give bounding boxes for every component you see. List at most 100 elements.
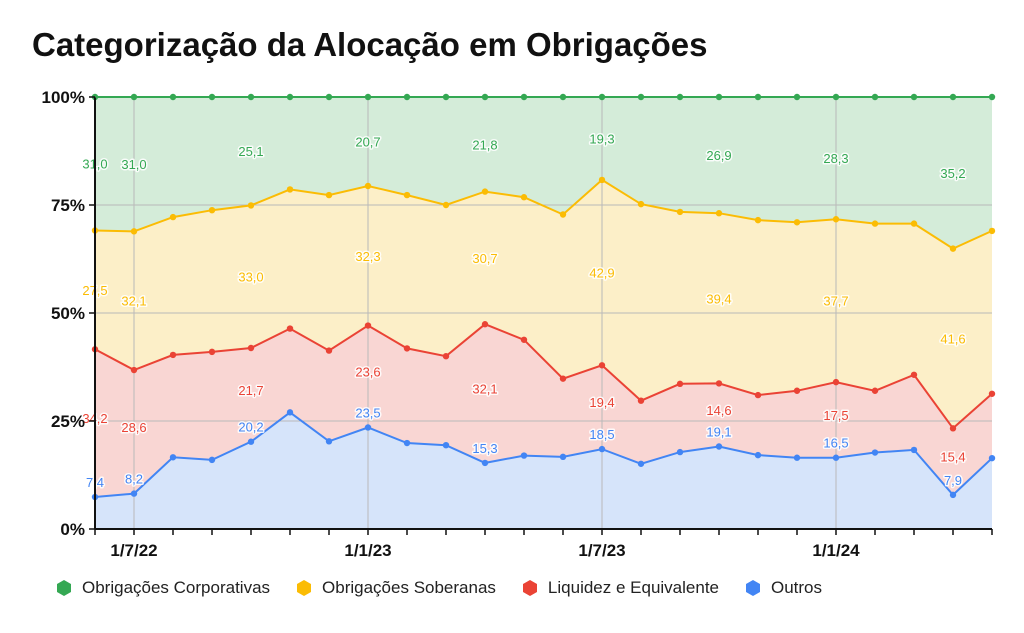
point-2 [637, 200, 645, 208]
point-1 [286, 325, 294, 332]
data-label: 32,3 [355, 249, 380, 264]
point-0 [715, 443, 723, 450]
legend-label: Obrigações Corporativas [82, 578, 271, 597]
point-1 [637, 397, 645, 404]
y-tick-label: 0% [60, 520, 85, 539]
data-label: 18,5 [589, 427, 614, 442]
point-0 [910, 446, 918, 454]
point-2 [871, 220, 879, 227]
data-label: 32,1 [472, 382, 497, 397]
data-label: 15,4 [940, 450, 965, 465]
point-0 [364, 424, 372, 431]
point-0 [559, 453, 567, 461]
data-label: 42,9 [589, 266, 614, 281]
data-label: 14,6 [706, 403, 731, 418]
point-1 [754, 391, 762, 399]
stacked-area-chart: 7,48,220,223,515,318,519,116,57,934,228,… [42, 88, 996, 560]
data-label: 33,0 [238, 270, 263, 285]
point-1 [676, 380, 684, 388]
line-1 [94, 323, 993, 430]
point-1 [403, 345, 411, 352]
y-tick-label: 75% [51, 196, 85, 215]
area-1 [95, 324, 992, 497]
data-label: 39,4 [706, 291, 731, 306]
data-label: 20,2 [238, 420, 263, 435]
point-0 [754, 451, 762, 459]
point-1 [325, 347, 333, 354]
point-0 [286, 409, 294, 416]
data-label: 32,1 [121, 294, 146, 309]
legend-item-soberanas[interactable]: Obrigações Soberanas [296, 578, 496, 598]
data-label: 19,4 [589, 395, 614, 410]
point-2 [754, 216, 762, 224]
legend-label: Outros [771, 578, 823, 597]
point-1 [130, 366, 138, 374]
axes: 0% 25% 50% 75% 100% 1/7/22 1/1/23 1/7/23 1/1/24 [42, 88, 993, 560]
data-label: 30,7 [472, 251, 497, 266]
gridlines [95, 97, 992, 529]
area-2 [95, 179, 992, 429]
data-labels: 7,48,220,223,515,318,519,116,57,934,228,… [81, 130, 967, 492]
point-0 [325, 438, 333, 445]
data-label: 7,9 [944, 473, 962, 488]
point-0 [169, 454, 177, 461]
point-1 [520, 336, 528, 343]
point-2 [559, 211, 567, 218]
y-tick-label: 100% [42, 88, 85, 107]
point-2 [988, 227, 996, 235]
point-1 [169, 351, 177, 359]
data-label: 23,6 [355, 365, 380, 380]
line-0 [94, 411, 993, 498]
data-label: 41,6 [940, 331, 965, 346]
point-2 [442, 201, 450, 209]
point-1 [598, 362, 606, 369]
point-2 [364, 182, 372, 190]
point-1 [442, 353, 450, 360]
point-2 [325, 191, 333, 199]
point-2 [949, 245, 957, 252]
point-1 [988, 390, 996, 397]
x-tick-label: 1/1/24 [812, 541, 860, 560]
point-1 [208, 348, 216, 356]
point-1 [871, 387, 879, 394]
point-1 [559, 375, 567, 382]
point-0 [676, 448, 684, 456]
legend-swatch-green-icon [56, 580, 72, 596]
data-label: 28,6 [121, 420, 146, 435]
area-0 [95, 412, 992, 529]
point-2 [169, 213, 177, 221]
legend-item-outros[interactable]: Outros [745, 578, 822, 598]
data-label: 8,2 [125, 472, 143, 487]
point-2 [910, 220, 918, 227]
point-2 [832, 216, 840, 223]
line-2 [94, 178, 993, 250]
point-1 [364, 322, 372, 329]
legend-swatch-yellow-icon [296, 580, 312, 596]
data-label: 15,3 [472, 441, 497, 456]
point-0 [871, 449, 879, 456]
legend-item-liquidez[interactable]: Liquidez e Equivalente [522, 578, 719, 598]
point-0 [481, 459, 489, 467]
point-2 [598, 176, 606, 184]
point-0 [988, 454, 996, 462]
point-2 [403, 191, 411, 199]
data-label: 20,7 [355, 134, 380, 149]
data-label: 16,5 [823, 436, 848, 451]
point-1 [793, 387, 801, 394]
point-2 [793, 219, 801, 226]
point-1 [481, 321, 489, 328]
data-label: 21,8 [472, 137, 497, 152]
data-label: 19,3 [589, 131, 614, 146]
x-tick-label: 1/1/23 [344, 541, 391, 560]
data-label: 23,5 [355, 405, 380, 420]
x-tick-label: 1/7/23 [578, 541, 625, 560]
data-label: 37,7 [823, 294, 848, 309]
legend-label: Obrigações Soberanas [322, 578, 496, 597]
legend-item-corporativas[interactable]: Obrigações Corporativas [56, 578, 270, 598]
point-1 [715, 380, 723, 387]
data-label: 17,5 [823, 408, 848, 423]
area-fills [95, 97, 992, 529]
point-2 [481, 188, 489, 195]
point-1 [949, 425, 957, 432]
point-0 [130, 490, 138, 497]
